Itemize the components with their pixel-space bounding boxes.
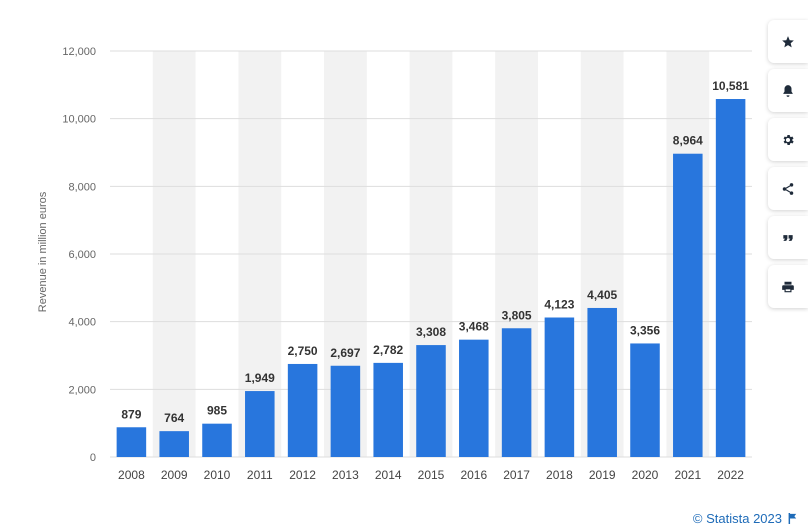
- bar-2012[interactable]: [287, 363, 318, 457]
- flag-icon[interactable]: [788, 513, 798, 524]
- bar-2018[interactable]: [544, 317, 575, 457]
- bar-2019[interactable]: [587, 307, 617, 457]
- data-label: 3,356: [630, 323, 660, 337]
- y-axis-label: Revenue in million euros: [37, 191, 49, 312]
- x-tick-label: 2014: [375, 468, 402, 482]
- bar-2022[interactable]: [715, 99, 746, 458]
- x-tick-label: 2022: [717, 468, 744, 482]
- x-tick-label: 2008: [118, 468, 145, 482]
- credit-text[interactable]: © Statista 2023: [692, 511, 782, 526]
- x-tick-label: 2018: [546, 468, 573, 482]
- y-tick-label: 0: [90, 452, 96, 464]
- data-label: 3,468: [459, 320, 489, 334]
- bar-2015[interactable]: [416, 345, 446, 457]
- gear-icon: [783, 134, 794, 145]
- data-label: 764: [164, 411, 184, 425]
- data-label: 3,308: [416, 325, 446, 339]
- data-label: 2,750: [288, 344, 318, 358]
- bell-icon: [783, 84, 793, 97]
- bar-chart: 0 2,000 4,000 6,000 8,000 10,000 12,000 879 764…: [37, 46, 752, 482]
- print-button[interactable]: [768, 265, 808, 308]
- bar-2021[interactable]: [673, 153, 703, 457]
- data-labels: 879 764 985 1,949 2,750 2,697 2,782 3,308 3,468 3…: [121, 79, 749, 425]
- y-tick-label: 10,000: [62, 114, 96, 126]
- data-label: 2,782: [373, 343, 403, 357]
- bar-2011[interactable]: [245, 391, 275, 457]
- statista-credit[interactable]: © Statista 2023: [693, 511, 798, 526]
- x-tick-label: 2020: [632, 468, 659, 482]
- chart-area: 0 2,000 4,000 6,000 8,000 10,000 12,000 879 764…: [37, 46, 752, 482]
- bar-2010[interactable]: [202, 423, 232, 457]
- x-tick-label: 2010: [204, 468, 231, 482]
- y-tick-label: 12,000: [62, 46, 96, 58]
- data-label: 10,581: [712, 79, 749, 93]
- bar-2017[interactable]: [501, 328, 532, 457]
- share-icon: [782, 182, 794, 195]
- x-tick-label: 2015: [418, 468, 445, 482]
- x-tick-label: 2016: [460, 468, 487, 482]
- data-label: 4,123: [544, 298, 574, 312]
- bar-2016[interactable]: [459, 339, 489, 457]
- x-tick-label: 2012: [289, 468, 316, 482]
- x-tick-label: 2009: [161, 468, 188, 482]
- y-tick-label: 8,000: [68, 181, 96, 193]
- bar-2014[interactable]: [373, 362, 403, 457]
- share-button[interactable]: [768, 167, 808, 210]
- data-label: 4,405: [587, 288, 617, 302]
- data-label: 3,805: [502, 308, 532, 322]
- bars: [116, 99, 746, 458]
- x-tick-label: 2019: [589, 468, 616, 482]
- x-tick-label: 2011: [247, 468, 273, 482]
- bar-2020[interactable]: [630, 343, 660, 457]
- cite-button[interactable]: [768, 216, 808, 259]
- settings-button[interactable]: [768, 118, 808, 161]
- notifications-button[interactable]: [768, 69, 808, 112]
- bar-2013[interactable]: [330, 365, 361, 457]
- quote-icon: [783, 234, 793, 241]
- data-label: 1,949: [245, 371, 275, 385]
- star-icon: [782, 35, 794, 47]
- data-label: 8,964: [673, 134, 703, 148]
- y-tick-label: 4,000: [68, 317, 96, 329]
- bar-2009[interactable]: [159, 431, 189, 457]
- data-label: 879: [121, 407, 141, 421]
- y-tick-label: 2,000: [68, 384, 96, 396]
- x-tick-label: 2021: [674, 468, 701, 482]
- x-tick-label: 2013: [332, 468, 359, 482]
- tool-sidebar: [768, 20, 808, 308]
- y-tick-label: 6,000: [68, 249, 96, 261]
- x-axis-ticks: 2008 2009 2010 2011 2012 2013 2014 2015 2016 2017…: [118, 468, 744, 482]
- print-icon: [782, 281, 794, 292]
- y-axis-ticks: 0 2,000 4,000 6,000 8,000 10,000 12,000: [62, 46, 96, 464]
- favorite-button[interactable]: [768, 20, 808, 63]
- data-label: 985: [207, 404, 227, 418]
- bar-2008[interactable]: [116, 427, 147, 457]
- data-label: 2,697: [330, 346, 360, 360]
- x-tick-label: 2017: [503, 468, 530, 482]
